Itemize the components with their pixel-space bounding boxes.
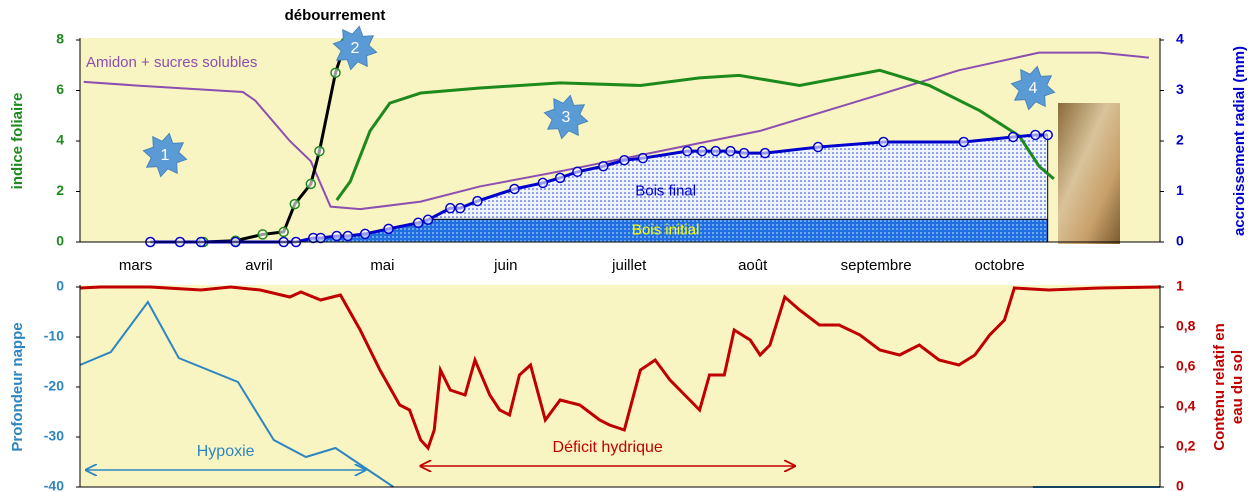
y-tick-label: 0 [56, 278, 64, 294]
x-tick-label: avril [245, 257, 273, 274]
series-point [456, 204, 465, 213]
series-point [620, 156, 629, 165]
series-point [556, 173, 565, 182]
series-point [473, 197, 482, 206]
x-tick-label: juillet [611, 257, 647, 274]
y-tick-label: 2 [56, 182, 64, 198]
marker-label: 4 [1029, 80, 1038, 97]
x-tick-label: mars [119, 257, 152, 274]
y2-axis-title: Contenu relatif en [1211, 323, 1228, 451]
y2-tick-label: 0 [1176, 478, 1184, 492]
y2-axis-title: accroissement radial (mm) [1231, 46, 1248, 236]
series-point [446, 204, 455, 213]
top-panel: 0 2 4 6 8 0 1 2 3 4 indice foliaire accroissement r… [9, 7, 1248, 274]
y2-tick-label: 0,2 [1176, 438, 1196, 454]
series-point [316, 233, 325, 242]
y2-axis-title: eau du sol [1229, 350, 1246, 424]
y2-tick-label: 0 [1176, 233, 1184, 249]
y-tick-label: 4 [56, 132, 64, 148]
y-tick-label: -10 [44, 328, 64, 344]
chart: 0 2 4 6 8 0 1 2 3 4 indice foliaire accroissement r… [0, 0, 1253, 492]
x-tick-label: mai [370, 257, 394, 274]
series-point [258, 230, 267, 239]
series-point [814, 143, 823, 152]
y2-tick-label: 0,4 [1176, 398, 1196, 414]
series-point [315, 147, 324, 156]
series-point [761, 149, 770, 158]
marker-label: 2 [351, 40, 360, 57]
y2-tick-label: 4 [1176, 31, 1184, 47]
series-point [510, 184, 519, 193]
y-tick-label: 8 [56, 31, 64, 47]
series-point [384, 224, 393, 233]
x-tick-label: septembre [841, 257, 912, 274]
series-point [279, 227, 288, 236]
series-point [740, 149, 749, 158]
series-point [599, 162, 608, 171]
series-point [332, 231, 341, 240]
series-point [1009, 132, 1018, 141]
y2-tick-label: 1 [1176, 182, 1184, 198]
series-point [698, 147, 707, 156]
y2-tick-label: 3 [1176, 81, 1184, 97]
series-point [726, 147, 735, 156]
y2-tick-label: 0,6 [1176, 358, 1196, 374]
series-point [879, 138, 888, 147]
series-point [573, 167, 582, 176]
series-point [638, 154, 647, 163]
marker-label: 1 [161, 147, 170, 164]
x-tick-label: juin [493, 257, 517, 274]
y2-tick-label: 0,8 [1176, 318, 1196, 334]
series-point [343, 231, 352, 240]
series-point [683, 147, 692, 156]
annotation-label: Hypoxie [197, 443, 255, 460]
series-point [306, 179, 315, 188]
y2-tick-label: 1 [1176, 278, 1184, 294]
series-point [361, 229, 370, 238]
y-axis-title: indice foliaire [9, 93, 26, 190]
x-tick-label: août [738, 257, 768, 274]
area-label: Bois initial [632, 222, 700, 239]
wood-photo [1058, 103, 1120, 244]
series-point [290, 200, 299, 209]
series-point [959, 138, 968, 147]
y-tick-label: -40 [44, 478, 64, 492]
y-tick-label: 0 [56, 233, 64, 249]
series-label: Amidon + sucres solubles [86, 54, 257, 71]
series-point [1043, 130, 1052, 139]
series-point [414, 218, 423, 227]
y-tick-label: -30 [44, 428, 64, 444]
series-label: débourrement [285, 7, 386, 24]
y2-tick-label: 2 [1176, 132, 1184, 148]
series-point [1031, 130, 1040, 139]
marker-label: 3 [562, 109, 571, 126]
series-point [711, 147, 720, 156]
series-point [424, 215, 433, 224]
y-tick-label: 6 [56, 81, 64, 97]
bottom-panel: 0 -10 -20 -30 -40 0 0,2 0,4 0,6 0,8 1 Profondeur na… [9, 278, 1246, 492]
annotation-label: Déficit hydrique [553, 439, 663, 456]
y-axis-title: Profondeur nappe [9, 322, 26, 451]
y-tick-label: -20 [44, 378, 64, 394]
area-label: Bois final [635, 182, 696, 199]
series-point [538, 178, 547, 187]
x-tick-label: octobre [975, 257, 1025, 274]
series-point [331, 68, 340, 77]
